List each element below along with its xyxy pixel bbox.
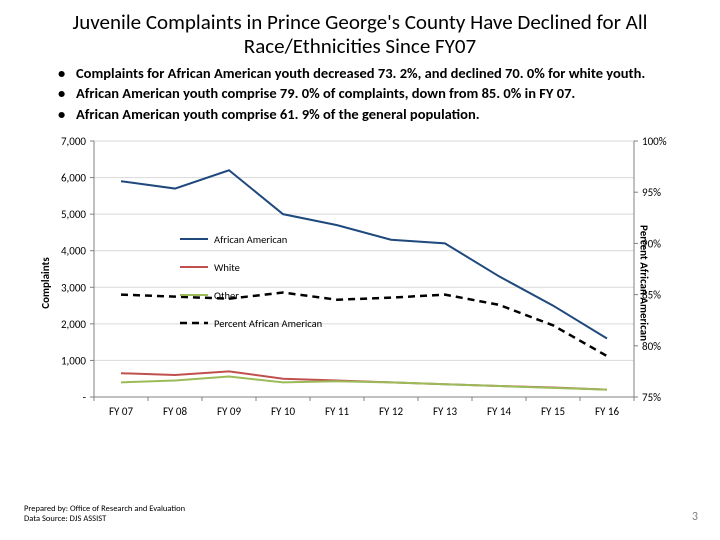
- bullet-list: • Complaints for African American youth …: [58, 64, 696, 122]
- svg-text:-: -: [83, 391, 86, 404]
- svg-text:FY 07: FY 07: [109, 405, 133, 418]
- bullet-item: • Complaints for African American youth …: [58, 64, 696, 82]
- svg-text:Percent African American: Percent African American: [214, 317, 322, 330]
- svg-text:3,000: 3,000: [61, 281, 86, 294]
- bullet-dot: •: [58, 84, 76, 102]
- svg-text:4,000: 4,000: [61, 244, 86, 257]
- svg-text:1,000: 1,000: [61, 354, 86, 367]
- svg-text:6,000: 6,000: [61, 171, 86, 184]
- svg-text:FY 16: FY 16: [595, 405, 619, 418]
- svg-text:75%: 75%: [642, 391, 661, 404]
- page-number: 3: [692, 510, 698, 524]
- footer-prepared: Prepared by: Office of Research and Eval…: [24, 504, 185, 514]
- y-axis-label-left: Complaints: [39, 257, 52, 308]
- svg-text:FY 15: FY 15: [541, 405, 565, 418]
- svg-text:7,000: 7,000: [61, 135, 86, 148]
- svg-text:FY 11: FY 11: [325, 405, 349, 418]
- svg-text:White: White: [214, 261, 240, 274]
- svg-text:80%: 80%: [642, 339, 661, 352]
- footer-source: Data Source: DJS ASSIST: [24, 514, 185, 524]
- svg-text:African American: African American: [214, 233, 287, 246]
- line-chart: - 1,000 2,000 3,000 4,000 5,000 6,000 7,000 75% 8…: [40, 133, 680, 433]
- bullet-dot: •: [58, 105, 76, 123]
- svg-text:FY 14: FY 14: [487, 405, 511, 418]
- svg-text:FY 13: FY 13: [433, 405, 457, 418]
- y-axis-label-right: Percent African American: [638, 225, 651, 341]
- bullet-text: African American youth comprise 61. 9% o…: [76, 105, 480, 123]
- page-title: Juvenile Complaints in Prince George's C…: [24, 10, 696, 58]
- svg-text:100%: 100%: [642, 135, 667, 148]
- svg-text:2,000: 2,000: [61, 318, 86, 331]
- svg-text:FY 08: FY 08: [163, 405, 187, 418]
- bullet-text: African American youth comprise 79. 0% o…: [76, 84, 575, 102]
- svg-text:FY 12: FY 12: [379, 405, 403, 418]
- svg-text:5,000: 5,000: [61, 208, 86, 221]
- bullet-dot: •: [58, 64, 76, 82]
- svg-text:95%: 95%: [642, 186, 661, 199]
- slide: Juvenile Complaints in Prince George's C…: [0, 0, 720, 540]
- bullet-text: Complaints for African American youth de…: [76, 64, 645, 82]
- svg-text:FY 10: FY 10: [271, 405, 295, 418]
- footer-credits: Prepared by: Office of Research and Eval…: [24, 504, 185, 524]
- svg-text:Other: Other: [214, 289, 239, 302]
- svg-text:FY 09: FY 09: [217, 405, 241, 418]
- bullet-item: • African American youth comprise 61. 9%…: [58, 105, 696, 123]
- chart-container: Complaints Percent African American - 1,0…: [40, 133, 680, 433]
- bullet-item: • African American youth comprise 79. 0%…: [58, 84, 696, 102]
